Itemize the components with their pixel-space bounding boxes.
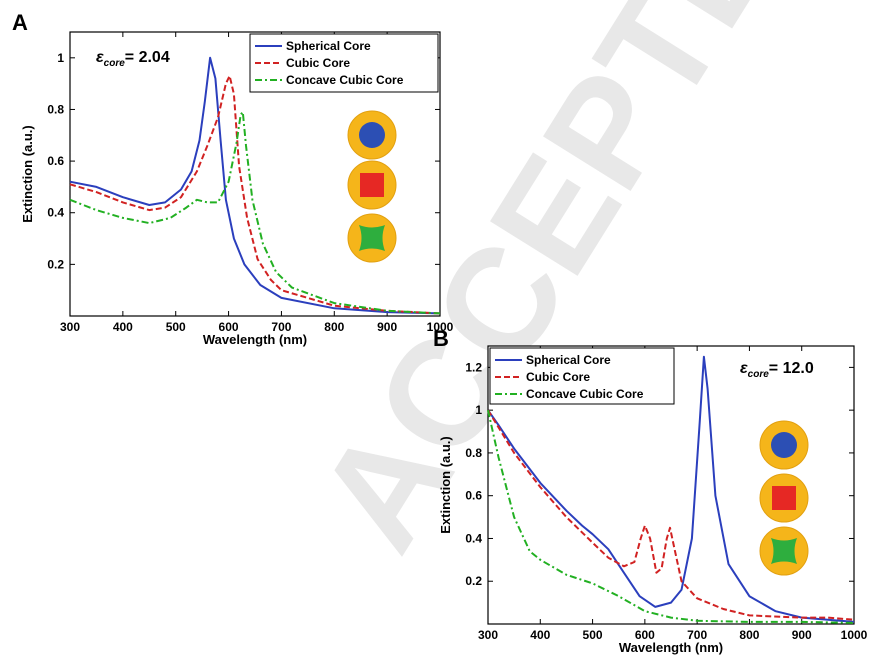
legend-entry: Concave Cubic Core: [286, 73, 404, 87]
series-line-cubic-core: [487, 409, 855, 621]
x-tick-label: 1000: [427, 320, 454, 334]
epsilon-core-annotation: εcore= 12.0: [740, 360, 814, 380]
legend-entry: Spherical Core: [286, 39, 371, 53]
x-axis-label: Wavelength (nm): [619, 640, 723, 655]
y-tick-label: 0.2: [47, 257, 64, 271]
x-tick-label: 800: [739, 628, 759, 642]
y-tick-label: 1: [57, 51, 64, 65]
y-axis-label: Extinction (a.u.): [438, 436, 453, 534]
legend-entry: Cubic Core: [526, 370, 590, 384]
sphere-core-icon: [759, 420, 809, 470]
x-tick-label: 600: [219, 320, 239, 334]
y-tick-label: 0.8: [47, 102, 64, 116]
x-tick-label: 700: [271, 320, 291, 334]
x-tick-label: 500: [583, 628, 603, 642]
x-tick-label: 400: [113, 320, 133, 334]
series-line-spherical-core: [69, 56, 441, 315]
x-tick-label: 800: [324, 320, 344, 334]
x-tick-label: 400: [530, 628, 550, 642]
legend-box: [249, 33, 439, 93]
series-line-concave-cubic-core: [69, 111, 441, 315]
x-tick-label: 500: [166, 320, 186, 334]
y-tick-label: 0.4: [47, 206, 64, 220]
cube-core-icon: [347, 160, 397, 210]
y-axis-label: Extinction (a.u.): [20, 125, 35, 223]
series-line-concave-cubic-core: [487, 409, 855, 624]
x-tick-label: 900: [377, 320, 397, 334]
y-tick-label: 0.2: [465, 574, 482, 588]
concave-cube-core-icon: [347, 213, 397, 263]
y-tick-label: 0.6: [47, 154, 64, 168]
panel-a: A 300 400 500 600 700 800 900 1000 0.2 0.4 0.6 0.8 1 W…: [12, 10, 454, 347]
panel-letter: B: [433, 326, 449, 351]
panel-b: B 300 400 500 600 700 800 900 1000 0.2 0.4 0.6 0.8 1 1…: [433, 326, 868, 655]
x-tick-label: 300: [60, 320, 80, 334]
panel-letter: A: [12, 10, 28, 35]
series-line-spherical-core: [487, 355, 855, 623]
x-tick-label: 600: [635, 628, 655, 642]
concave-cube-core-icon: [759, 526, 809, 576]
x-axis-label: Wavelength (nm): [203, 332, 307, 347]
epsilon-core-annotation: εcore= 2.04: [96, 49, 170, 69]
legend-entry: Spherical Core: [526, 353, 611, 367]
cube-core-icon: [759, 473, 809, 523]
legend-entry: Concave Cubic Core: [526, 387, 644, 401]
y-tick-label: 1: [475, 403, 482, 417]
x-tick-label: 900: [792, 628, 812, 642]
x-tick-label: 1000: [841, 628, 868, 642]
y-tick-label: 0.8: [465, 446, 482, 460]
sphere-core-icon: [347, 110, 397, 160]
series-line-cubic-core: [69, 74, 441, 315]
legend-entry: Cubic Core: [286, 56, 350, 70]
y-tick-label: 0.6: [465, 489, 482, 503]
x-tick-label: 700: [687, 628, 707, 642]
x-tick-label: 300: [478, 628, 498, 642]
y-tick-label: 1.2: [465, 360, 482, 374]
y-tick-label: 0.4: [465, 531, 482, 545]
